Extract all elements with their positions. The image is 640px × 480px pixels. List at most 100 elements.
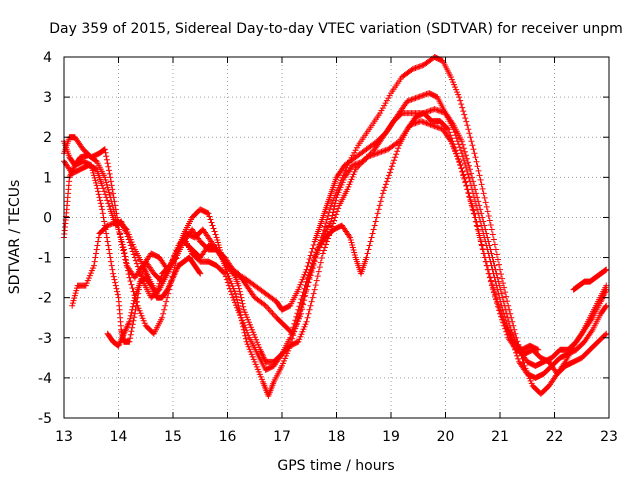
data-point — [337, 184, 344, 191]
data-point — [455, 141, 462, 148]
data-point — [503, 293, 510, 300]
data-point — [514, 352, 521, 359]
data-point — [480, 190, 487, 197]
data-point — [312, 282, 319, 289]
data-point — [500, 280, 507, 287]
data-point — [321, 223, 328, 230]
data-point — [466, 162, 473, 169]
data-point — [105, 186, 112, 193]
data-point — [99, 210, 106, 217]
data-point — [103, 179, 110, 186]
data-point — [496, 294, 503, 301]
data-point — [603, 266, 610, 273]
data-point — [476, 172, 483, 179]
data-point — [127, 315, 134, 322]
data-point — [102, 176, 109, 183]
data-point — [330, 206, 337, 213]
data-point — [252, 334, 259, 341]
data-point — [486, 270, 493, 277]
data-point — [313, 277, 320, 284]
data-point — [463, 167, 470, 174]
data-point — [231, 299, 238, 306]
series-track-2 — [61, 106, 610, 369]
data-point — [381, 102, 388, 109]
data-point — [330, 220, 337, 227]
data-point — [237, 312, 244, 319]
x-tick-label: 21 — [491, 429, 509, 445]
data-point — [73, 287, 80, 294]
data-point — [375, 206, 382, 213]
data-point — [249, 326, 256, 333]
data-point — [466, 194, 473, 201]
data-point — [446, 129, 453, 136]
data-point — [213, 234, 220, 241]
data-point — [454, 153, 461, 160]
data-point — [338, 181, 345, 188]
data-point — [484, 208, 491, 215]
data-point — [449, 79, 456, 86]
data-point — [381, 184, 388, 191]
data-point — [411, 95, 418, 102]
data-point — [500, 316, 507, 323]
data-point — [527, 377, 534, 384]
data-point — [287, 334, 294, 341]
data-point — [380, 187, 387, 194]
data-point — [127, 331, 134, 338]
data-point — [101, 146, 108, 153]
data-point — [126, 338, 133, 345]
x-tick-label: 16 — [219, 429, 237, 445]
data-point — [170, 255, 177, 262]
data-point — [295, 286, 302, 293]
data-point — [256, 344, 263, 351]
data-point — [465, 126, 472, 133]
data-point — [474, 226, 481, 233]
data-point — [238, 294, 245, 301]
data-point — [105, 200, 112, 207]
data-point — [296, 336, 303, 343]
data-point — [437, 125, 444, 132]
data-point — [416, 63, 423, 70]
data-point — [415, 64, 422, 71]
data-point — [472, 218, 479, 225]
data-point — [379, 190, 386, 197]
data-point — [141, 263, 148, 270]
data-point — [453, 150, 460, 157]
data-point — [246, 321, 253, 328]
y-tick-label: -3 — [38, 331, 52, 347]
data-point — [603, 286, 610, 293]
data-point — [90, 262, 97, 269]
data-point — [528, 380, 535, 387]
data-point — [240, 306, 247, 313]
data-point — [413, 94, 420, 101]
data-point — [339, 179, 346, 186]
data-point — [242, 335, 249, 342]
data-point — [83, 280, 90, 287]
data-point — [494, 256, 501, 263]
data-point — [207, 216, 214, 223]
data-point — [475, 167, 482, 174]
data-point — [91, 174, 98, 181]
data-point — [469, 142, 476, 149]
data-point — [309, 264, 316, 271]
data-point — [110, 194, 117, 201]
data-point — [112, 206, 119, 213]
data-point — [226, 285, 233, 292]
data-point — [468, 202, 475, 209]
data-point — [244, 316, 251, 323]
data-point — [245, 332, 252, 339]
data-point — [391, 157, 398, 164]
data-point — [329, 223, 336, 230]
data-point — [69, 300, 76, 307]
data-point — [483, 203, 490, 210]
data-point — [333, 194, 340, 201]
data-point — [455, 91, 462, 98]
data-point — [303, 318, 310, 325]
data-point — [364, 250, 371, 257]
data-point — [244, 329, 251, 336]
data-point — [109, 266, 116, 273]
data-point — [252, 361, 259, 368]
data-point — [255, 368, 262, 375]
data-point — [363, 254, 370, 261]
data-point — [139, 315, 146, 322]
data-point — [349, 173, 356, 180]
